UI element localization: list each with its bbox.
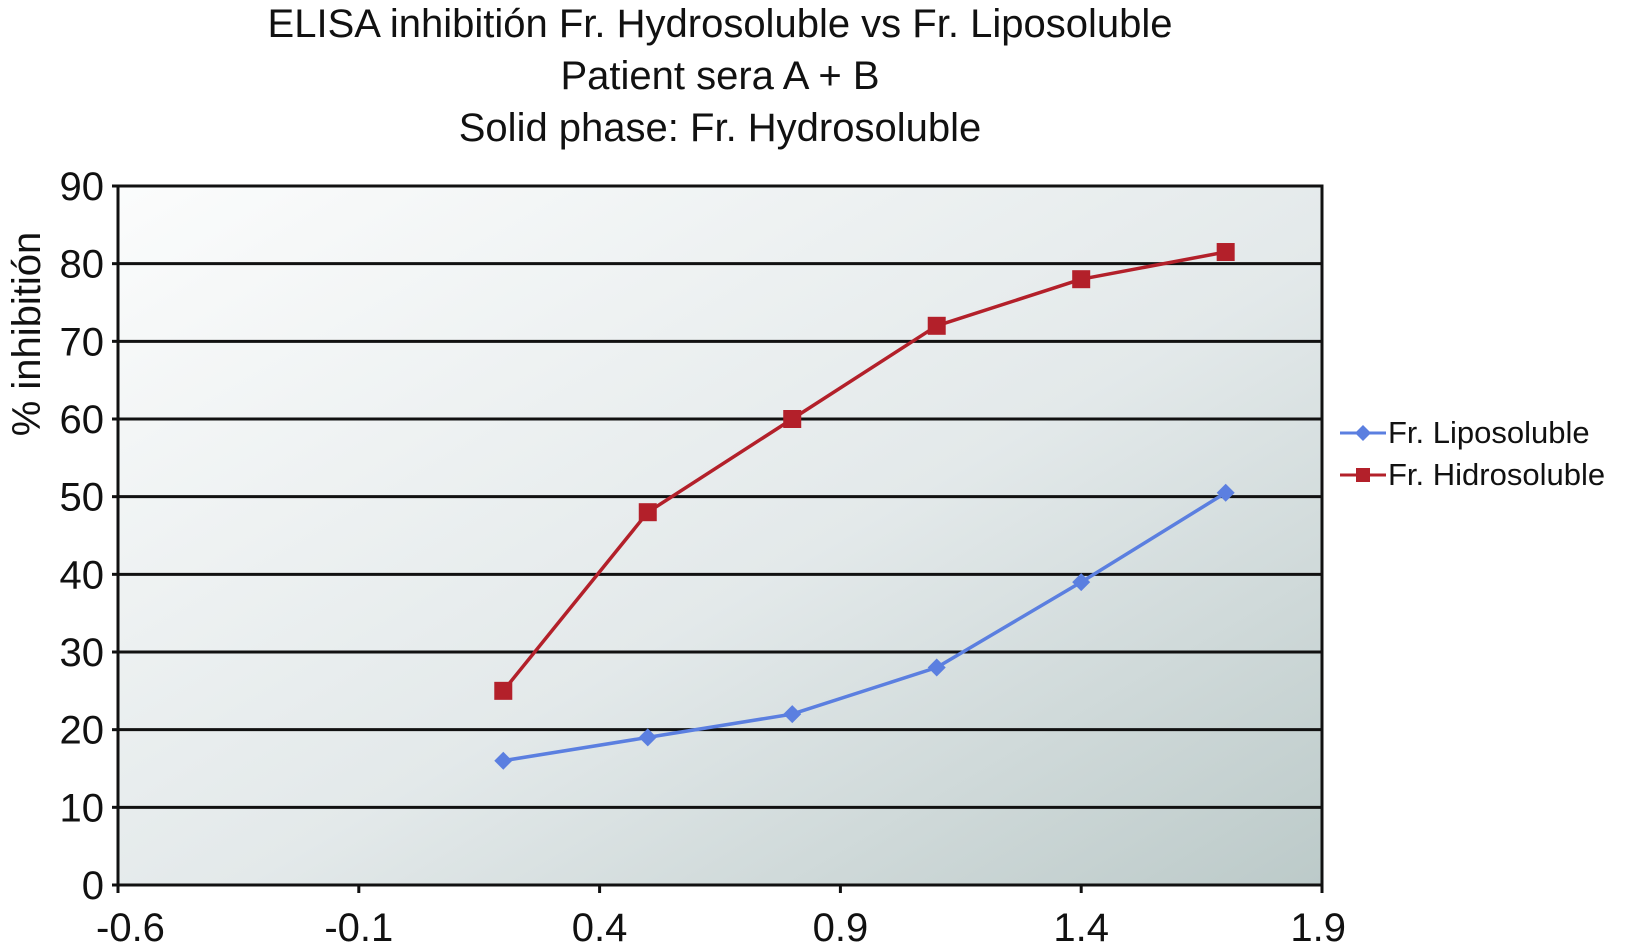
data-point-fr-hidrosoluble xyxy=(927,316,946,335)
data-point-fr-hidrosoluble xyxy=(638,503,657,522)
y-tick-label: 80 xyxy=(60,243,105,287)
x-tick-label: -0.1 xyxy=(324,906,393,950)
y-axis-label: % inhibitión xyxy=(5,232,49,437)
plot-area xyxy=(118,186,1322,885)
legend-label-hidrosoluble: Fr. Hidrosoluble xyxy=(1388,457,1606,492)
legend-swatch-hidrosoluble xyxy=(1340,468,1386,482)
y-tick-label: 10 xyxy=(60,786,105,830)
y-tick-label: 60 xyxy=(60,398,105,442)
x-tick-label: 1.4 xyxy=(1053,906,1109,950)
series-line-fr-liposoluble xyxy=(503,491,1227,763)
y-tick-label: 50 xyxy=(60,476,105,520)
chart-subtitle: Patient sera A + B xyxy=(560,54,880,98)
x-tick-label: -0.6 xyxy=(96,906,165,950)
legend: Fr. Liposoluble Fr. Hidrosoluble xyxy=(1340,412,1605,496)
legend-item-hidrosoluble: Fr. Hidrosoluble xyxy=(1340,454,1605,496)
y-tick-label: 0 xyxy=(82,864,104,908)
y-tick-label: 20 xyxy=(60,709,105,753)
chart-subtitle-2: Solid phase: Fr. Hydrosoluble xyxy=(458,106,982,150)
data-point-fr-liposoluble xyxy=(638,728,657,747)
data-point-fr-liposoluble xyxy=(1072,573,1091,592)
y-tick-label: 40 xyxy=(60,553,105,597)
data-point-fr-hidrosoluble xyxy=(494,681,513,700)
x-tick-label: 0.4 xyxy=(572,906,628,950)
y-tick-label: 90 xyxy=(60,165,105,209)
data-point-fr-hidrosoluble xyxy=(783,410,802,428)
x-tick-label: 1.9 xyxy=(1290,906,1346,950)
data-point-fr-liposoluble xyxy=(494,751,513,770)
data-point-fr-hidrosoluble xyxy=(1216,243,1235,262)
data-point-fr-liposoluble xyxy=(927,658,946,677)
legend-label-liposoluble: Fr. Liposoluble xyxy=(1388,415,1590,450)
y-tick-label: 70 xyxy=(60,320,105,364)
data-point-fr-liposoluble xyxy=(783,705,802,724)
legend-swatch-liposoluble xyxy=(1340,425,1386,441)
series-line-fr-hidrosoluble xyxy=(501,250,1227,692)
chart-title: ELISA inhibitión Fr. Hydrosoluble vs Fr.… xyxy=(267,2,1173,46)
y-tick-label: 30 xyxy=(60,631,105,675)
plot-frame xyxy=(116,184,1324,887)
legend-item-liposoluble: Fr. Liposoluble xyxy=(1340,412,1605,454)
data-point-fr-hidrosoluble xyxy=(1072,270,1091,289)
data-point-fr-liposoluble xyxy=(1216,483,1235,502)
x-tick-label: 0.9 xyxy=(813,906,869,950)
